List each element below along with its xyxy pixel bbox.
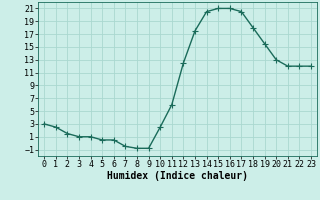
X-axis label: Humidex (Indice chaleur): Humidex (Indice chaleur) bbox=[107, 171, 248, 181]
